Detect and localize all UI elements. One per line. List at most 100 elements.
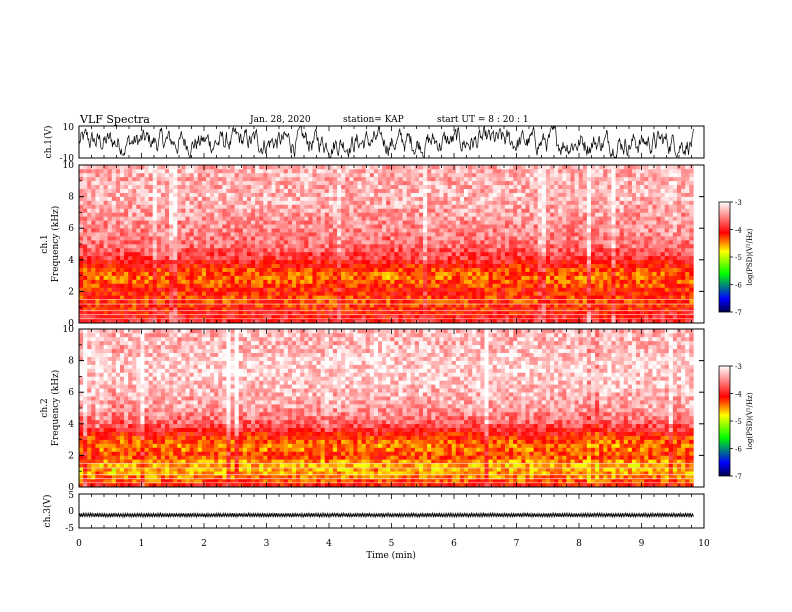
- spectrogram-cell: [545, 247, 551, 253]
- spectrogram-cell: [402, 208, 407, 213]
- spectrogram-cell: [386, 192, 391, 197]
- spectrogram-cell: [291, 208, 297, 213]
- spectrogram-cell: [332, 295, 338, 300]
- spectrogram-cell: [234, 188, 240, 193]
- spectrogram-cell: [320, 192, 326, 197]
- spectrogram-cell: [205, 307, 211, 312]
- spectrogram-cell: [582, 172, 588, 178]
- spectrogram-cell: [459, 224, 465, 229]
- spectrogram-cell: [165, 287, 170, 292]
- spectrogram-cell: [251, 299, 256, 304]
- spectrogram-cell: [87, 168, 92, 174]
- spectrogram-cell: [529, 271, 534, 276]
- spectrogram-cell: [521, 208, 526, 213]
- spectrogram-cell: [95, 275, 100, 280]
- spectrogram-cell: [480, 263, 485, 268]
- spectrogram-cell: [148, 188, 154, 193]
- spectrogram-cell: [332, 192, 338, 197]
- spectrogram-cell: [566, 259, 571, 265]
- spectrogram-cell: [148, 220, 154, 225]
- spectrogram-cell: [464, 251, 469, 257]
- spectrogram-cell: [320, 176, 326, 182]
- spectrogram-cell: [316, 259, 321, 265]
- spectrogram-cell: [79, 283, 84, 288]
- spectrogram-cell: [447, 196, 453, 201]
- spectrogram-cell: [402, 192, 407, 197]
- spectrogram-cell: [574, 240, 579, 245]
- spectrogram-cell: [218, 315, 223, 320]
- spectrogram-cell: [218, 172, 223, 178]
- spectrogram-cell: [95, 287, 100, 292]
- spectrogram-cell: [218, 287, 223, 292]
- spectrogram-cell: [119, 255, 125, 261]
- spectrogram-cell: [418, 244, 424, 249]
- spectrogram-cell: [337, 271, 342, 276]
- spectrogram-cell: [156, 295, 162, 300]
- spectrogram-cell: [165, 319, 170, 324]
- spectrogram-cell: [165, 220, 170, 225]
- spectrogram-cell: [373, 172, 379, 178]
- spectrogram-cell: [242, 311, 248, 316]
- spectrogram-cell: [402, 319, 407, 324]
- spectrogram-cell: [394, 212, 399, 217]
- spectrogram-cell: [533, 216, 539, 221]
- spectrogram-cell: [537, 259, 543, 265]
- spectrogram-cell: [521, 220, 526, 225]
- spectrogram-cell: [427, 228, 432, 233]
- spectrogram-cell: [160, 251, 166, 257]
- spectrogram-cell: [554, 244, 559, 249]
- spectrogram-cell: [291, 319, 297, 324]
- spectrogram-cell: [410, 212, 416, 217]
- spectrogram-cell: [582, 212, 588, 217]
- spectrogram-cell: [197, 220, 203, 225]
- spectrogram-cell: [361, 228, 367, 233]
- spectrogram-cell: [574, 295, 579, 300]
- spectrogram-cell: [525, 311, 530, 316]
- spectrogram-cell: [173, 200, 178, 205]
- spectrogram-cell: [578, 247, 584, 253]
- spectrogram-cell: [464, 188, 469, 193]
- spectrogram-cell: [148, 196, 154, 201]
- spectrogram-cell: [521, 232, 526, 237]
- spectrogram-cell: [173, 255, 178, 261]
- spectrogram-cell: [160, 275, 166, 280]
- spectrogram-cell: [291, 232, 297, 237]
- spectrogram-cell: [476, 283, 481, 288]
- spectrogram-cell: [128, 251, 133, 257]
- spectrogram-cell: [455, 176, 461, 182]
- spectrogram-cell: [107, 267, 113, 272]
- spectrogram-cell: [533, 192, 539, 197]
- spectrogram-cell: [545, 315, 551, 320]
- spectrogram-cell: [152, 275, 158, 280]
- spectrogram-cell: [382, 184, 387, 189]
- spectrogram-cell: [357, 200, 362, 205]
- spectrogram-cell: [509, 271, 514, 276]
- spectrogram-cell: [230, 212, 235, 217]
- spectrogram-cell: [451, 196, 457, 201]
- spectrogram-cell: [373, 212, 379, 217]
- spectrogram-cell: [488, 165, 493, 170]
- spectrogram-cell: [103, 311, 108, 316]
- spectrogram-cell: [332, 204, 338, 209]
- spectrogram-cell: [517, 168, 522, 174]
- spectrogram-cell: [230, 208, 235, 213]
- spectrogram-cell: [324, 220, 330, 225]
- spectrogram-cell: [529, 263, 534, 268]
- spectrogram-cell: [566, 303, 571, 308]
- spectrogram-cell: [382, 319, 387, 324]
- spectrogram-cell: [451, 188, 457, 193]
- spectrogram-cell: [148, 247, 154, 253]
- spectrogram-cell: [431, 244, 436, 249]
- spectrogram-cell: [447, 271, 453, 276]
- spectrogram-cell: [181, 236, 186, 241]
- spectrogram-cell: [513, 196, 518, 201]
- spectrogram-cell: [373, 291, 379, 296]
- spectrogram-cell: [451, 303, 457, 308]
- spectrogram-cell: [83, 244, 88, 249]
- spectrogram-cell: [185, 319, 190, 324]
- spectrogram-cell: [414, 251, 420, 257]
- spectrogram-cell: [205, 319, 211, 324]
- spectrogram-cell: [472, 267, 477, 272]
- spectrogram-cell: [468, 208, 473, 213]
- spectrogram-cell: [558, 315, 563, 320]
